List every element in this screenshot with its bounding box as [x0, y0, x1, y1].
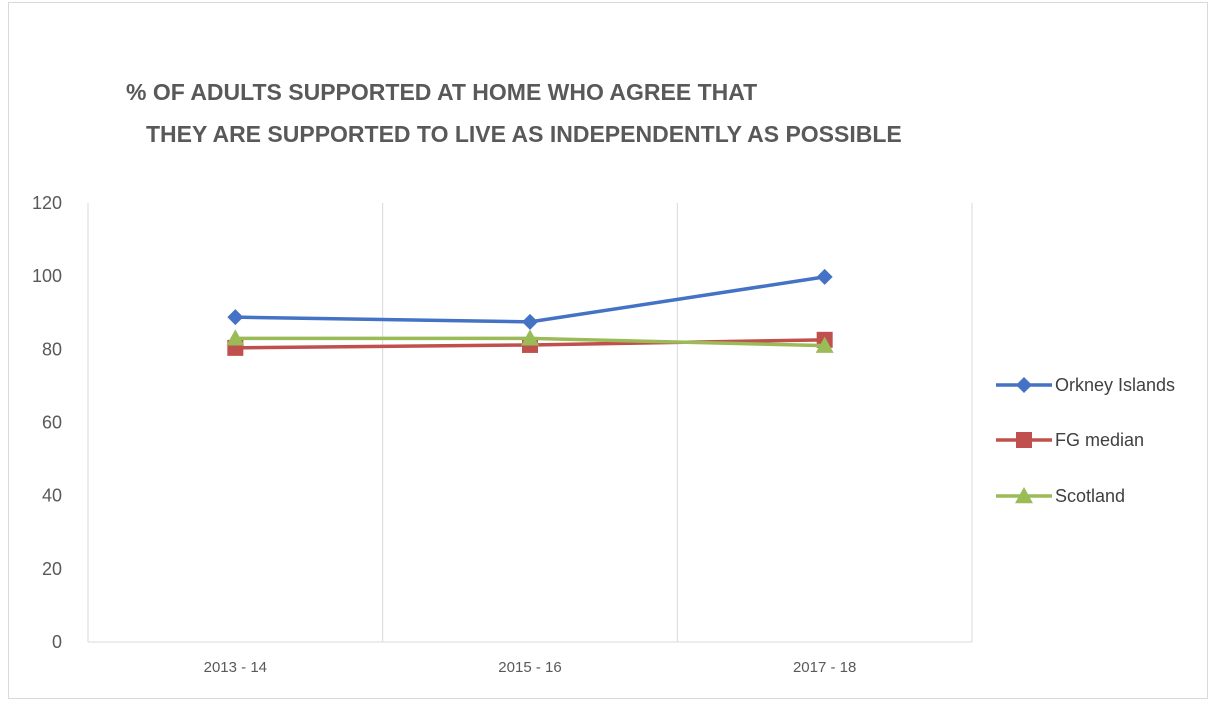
y-tick-label: 60	[42, 413, 62, 433]
legend-item: Scotland	[996, 486, 1125, 506]
series-triangle	[226, 329, 834, 353]
legend-marker	[1016, 432, 1032, 448]
series-diamond	[227, 268, 833, 330]
y-tick-label: 0	[52, 632, 62, 652]
data-point	[226, 329, 245, 346]
chart-frame	[8, 2, 1208, 699]
legend-marker	[1015, 487, 1033, 504]
legend-marker	[1016, 377, 1032, 393]
legend-item: FG median	[996, 430, 1144, 450]
y-tick-label: 20	[42, 559, 62, 579]
series	[226, 268, 834, 356]
legend-item: Orkney Islands	[996, 375, 1175, 395]
data-point	[227, 309, 244, 326]
chart-title: % OF ADULTS SUPPORTED AT HOME WHO AGREE …	[126, 79, 902, 147]
chart-title-line-2: THEY ARE SUPPORTED TO LIVE AS INDEPENDEN…	[146, 121, 902, 147]
y-tick-label: 80	[42, 339, 62, 359]
x-tick-label: 2013 - 14	[204, 659, 267, 676]
chart-title-line-1: % OF ADULTS SUPPORTED AT HOME WHO AGREE …	[126, 79, 757, 105]
legend-label: Orkney Islands	[1055, 375, 1175, 395]
data-point	[815, 336, 834, 353]
y-tick-label: 120	[32, 193, 62, 213]
y-axis-ticks: 0 20 40 60 80 100 120	[32, 193, 62, 652]
data-point	[816, 268, 833, 285]
data-point	[521, 329, 539, 346]
data-point	[522, 313, 538, 330]
x-tick-label: 2017 - 18	[793, 659, 856, 676]
y-tick-label: 40	[42, 486, 62, 506]
grid	[87, 203, 973, 643]
x-tick-label: 2015 - 16	[498, 659, 561, 676]
legend: Orkney Islands FG median Scotland	[996, 375, 1175, 506]
y-tick-label: 100	[32, 266, 62, 286]
legend-label: Scotland	[1055, 486, 1125, 506]
legend-label: FG median	[1055, 430, 1144, 450]
x-axis-ticks: 2013 - 14 2015 - 16 2017 - 18	[204, 659, 857, 676]
